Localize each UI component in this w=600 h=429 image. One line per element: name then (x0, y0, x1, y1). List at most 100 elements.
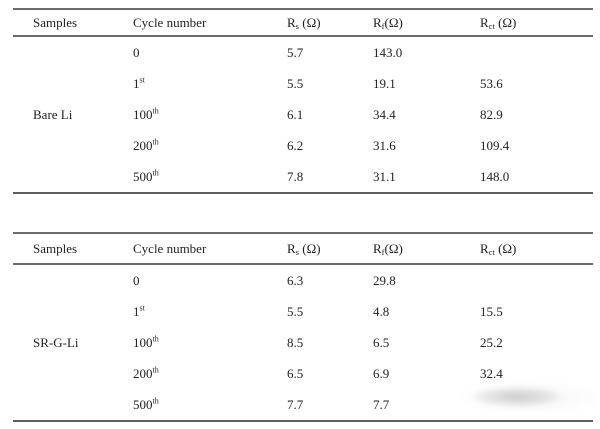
cycle-ordinal-suffix: th (152, 106, 159, 116)
cycle-number-cell: 0 (120, 36, 273, 67)
sr-g-li-impedance-table: Samples Cycle number Rs (Ω) Rf(Ω) Rct (Ω… (13, 232, 593, 422)
data-table: Samples Cycle number Rs (Ω) Rf(Ω) Rct (Ω… (13, 8, 593, 194)
rs-value-cell: 6.2 (287, 138, 304, 154)
cycle-number-cell: 500th (120, 162, 273, 193)
cycle-number-value: 200 (133, 138, 153, 154)
sample-name: SR-G-Li (33, 334, 79, 350)
rf-value-cell: 7.7 (373, 397, 390, 413)
header-symbol: R (480, 241, 489, 256)
rf-value-cell: 31.1 (373, 169, 396, 185)
rf-value-cell: 6.9 (373, 366, 390, 382)
col-header-cycle-number: Cycle number (120, 233, 273, 265)
header-subscript: ct (488, 247, 495, 257)
cycle-number-cell: 200th (120, 130, 273, 161)
table-row: 1st 5.5 4.8 15.5 (13, 295, 593, 326)
header-unit: (Ω) (298, 241, 321, 256)
rf-value-cell: 29.8 (373, 272, 396, 288)
rct-value-cell (465, 36, 593, 67)
cycle-number-value: 100 (133, 106, 153, 122)
table-row: 200th 6.5 6.9 32.4 (13, 358, 593, 389)
rs-value-cell: 5.5 (287, 303, 304, 319)
cycle-number-value: 500 (133, 397, 153, 413)
sample-name: Bare Li (33, 106, 73, 122)
col-header-samples: Samples (13, 233, 120, 265)
header-subscript: ct (488, 21, 495, 31)
cycle-number-cell: 100th (120, 99, 273, 130)
header-subscript: f (381, 247, 385, 257)
header-unit: (Ω) (494, 15, 517, 30)
header-subscript: s (295, 247, 299, 257)
header-subscript: f (381, 21, 385, 31)
table-row: Bare Li 0 5.7 143.0 (13, 36, 593, 121)
header-subscript: s (295, 21, 299, 31)
rs-value-cell: 8.5 (287, 334, 304, 350)
col-header-rs: Rs (Ω) (273, 233, 358, 265)
cycle-number-cell: 500th (120, 390, 273, 421)
header-row: Samples Cycle number Rs (Ω) Rf(Ω) Rct (Ω… (13, 9, 593, 37)
cycle-number-value: 1 (133, 75, 140, 91)
table-row: 500th 7.7 7.7 (13, 390, 593, 421)
cycle-number-cell: 100th (120, 327, 273, 358)
table-row: 1st 5.5 19.1 53.6 (13, 67, 593, 98)
rs-value-cell: 6.1 (287, 106, 304, 122)
col-header-rf: Rf(Ω) (358, 9, 465, 37)
cycle-ordinal-suffix: st (139, 75, 145, 85)
cycle-number-cell: 0 (120, 264, 273, 295)
table-row: 500th 7.8 31.1 148.0 (13, 162, 593, 193)
rct-value-cell: 82.9 (480, 106, 503, 122)
rs-value-cell: 6.3 (287, 272, 304, 288)
rs-value-cell: 7.7 (287, 397, 304, 413)
cycle-number-value: 500 (133, 169, 153, 185)
rct-value-cell (465, 264, 593, 295)
rs-value-cell: 7.8 (287, 169, 304, 185)
cycle-number-value: 200 (133, 366, 153, 382)
rf-value-cell: 4.8 (373, 303, 390, 319)
cycle-ordinal-suffix: th (152, 168, 159, 178)
rf-value-cell: 19.1 (373, 75, 396, 91)
cycle-number-value: 0 (133, 272, 140, 288)
cycle-ordinal-suffix: th (152, 366, 159, 376)
header-row: Samples Cycle number Rs (Ω) Rf(Ω) Rct (Ω… (13, 233, 593, 265)
header-symbol: R (287, 241, 296, 256)
col-header-cycle-number: Cycle number (120, 9, 273, 37)
header-unit: (Ω) (298, 15, 321, 30)
rct-value-cell: 25.2 (480, 334, 503, 350)
cycle-ordinal-suffix: th (152, 396, 159, 406)
table-row: SR-G-Li 0 6.3 29.8 (13, 264, 593, 349)
col-header-rct: Rct (Ω) (465, 233, 593, 265)
cycle-number-cell: 200th (120, 358, 273, 389)
col-header-rct: Rct (Ω) (465, 9, 593, 37)
cycle-number-value: 0 (133, 44, 140, 60)
header-symbol: R (373, 241, 382, 256)
cycle-ordinal-suffix: st (139, 303, 145, 313)
rs-value-cell: 6.5 (287, 366, 304, 382)
data-table: Samples Cycle number Rs (Ω) Rf(Ω) Rct (Ω… (13, 232, 593, 422)
rs-value-cell: 5.7 (287, 44, 304, 60)
cycle-number-cell: 1st (120, 67, 273, 98)
col-header-rf: Rf(Ω) (358, 233, 465, 265)
table-row: 100th 8.5 6.5 25.2 (13, 327, 593, 358)
table-row: 100th 6.1 34.4 82.9 (13, 99, 593, 130)
cycle-number-value: 100 (133, 334, 153, 350)
header-symbol: R (287, 15, 296, 30)
header-unit: (Ω) (494, 241, 517, 256)
rf-value-cell: 34.4 (373, 106, 396, 122)
header-unit: (Ω) (384, 15, 403, 30)
rct-value-cell (465, 390, 593, 421)
rf-value-cell: 143.0 (373, 44, 403, 60)
col-header-rs: Rs (Ω) (273, 9, 358, 37)
header-unit: (Ω) (384, 241, 403, 256)
rct-value-cell: 148.0 (480, 169, 510, 185)
cycle-number-value: 1 (133, 303, 140, 319)
rf-value-cell: 31.6 (373, 138, 396, 154)
rct-value-cell: 32.4 (480, 366, 503, 382)
cycle-ordinal-suffix: th (152, 334, 159, 344)
header-symbol: R (480, 15, 489, 30)
rct-value-cell: 53.6 (480, 75, 503, 91)
header-symbol: R (373, 15, 382, 30)
rs-value-cell: 5.5 (287, 75, 304, 91)
rf-value-cell: 6.5 (373, 334, 390, 350)
cycle-ordinal-suffix: th (152, 138, 159, 148)
rct-value-cell: 109.4 (480, 138, 510, 154)
